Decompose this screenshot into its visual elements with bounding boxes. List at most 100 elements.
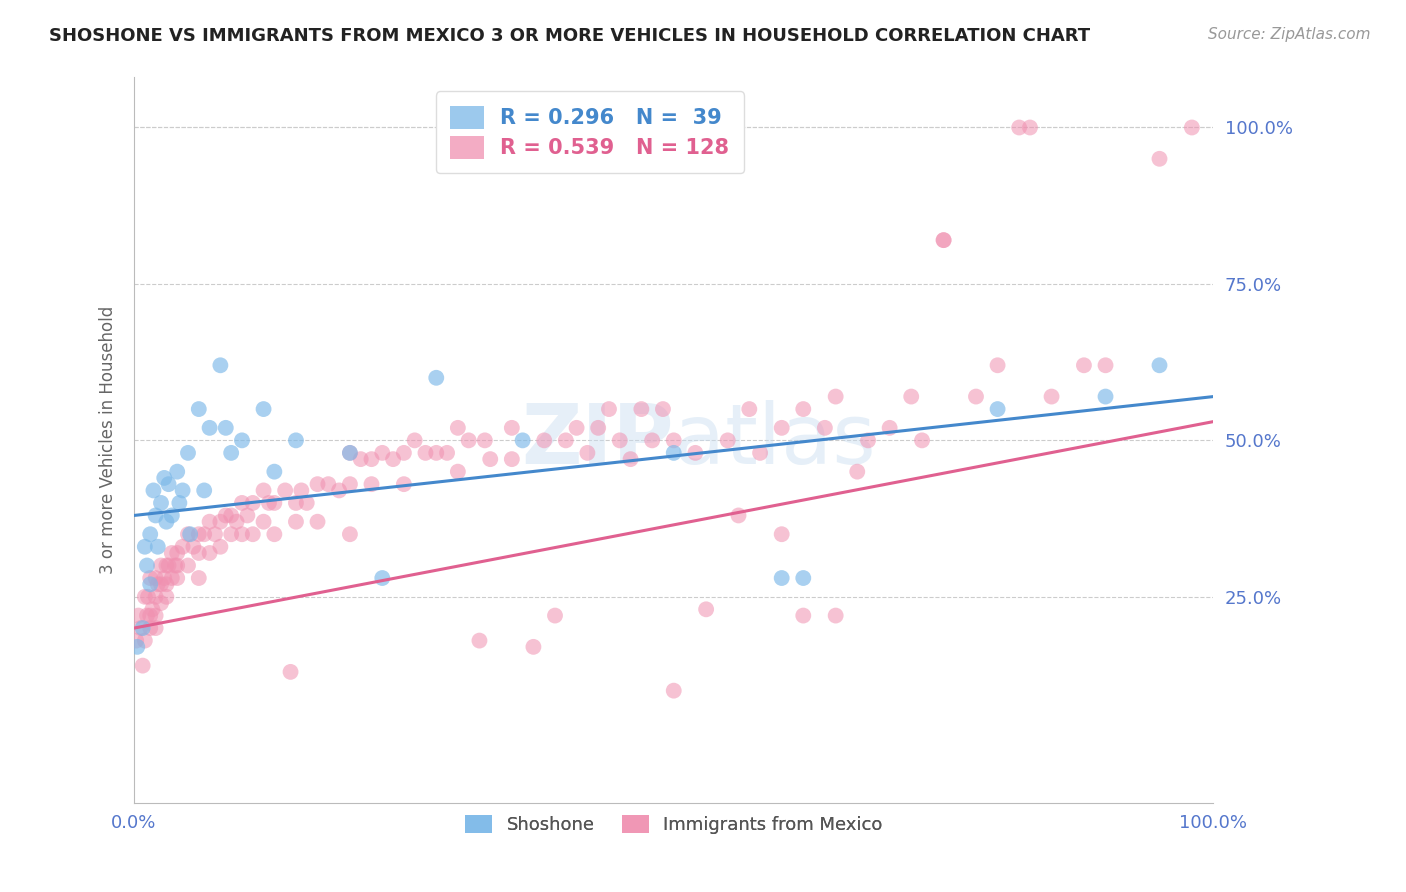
Point xyxy=(598,402,620,417)
Point xyxy=(231,434,253,448)
Point xyxy=(695,602,717,616)
Text: ZIP: ZIP xyxy=(522,400,673,481)
Point xyxy=(198,515,221,529)
Point xyxy=(150,496,173,510)
Point xyxy=(749,446,772,460)
Point xyxy=(187,402,209,417)
Point xyxy=(131,621,153,635)
Point xyxy=(824,608,846,623)
Point xyxy=(371,446,394,460)
Point xyxy=(382,452,405,467)
Point xyxy=(187,571,209,585)
Point xyxy=(932,233,955,247)
Point xyxy=(139,527,162,541)
Point xyxy=(145,608,167,623)
Point xyxy=(1094,359,1116,373)
Point xyxy=(252,483,274,498)
Point xyxy=(284,496,307,510)
Point xyxy=(814,421,837,435)
Point xyxy=(770,421,793,435)
Point xyxy=(263,527,285,541)
Point xyxy=(554,434,576,448)
Point xyxy=(127,608,149,623)
Point xyxy=(987,359,1010,373)
Point xyxy=(1094,390,1116,404)
Point xyxy=(619,452,641,467)
Point xyxy=(662,683,685,698)
Point xyxy=(339,446,361,460)
Point xyxy=(932,233,955,247)
Point xyxy=(307,477,329,491)
Point xyxy=(501,421,523,435)
Point xyxy=(145,508,167,523)
Point xyxy=(136,608,159,623)
Point xyxy=(139,608,162,623)
Text: atlas: atlas xyxy=(673,400,876,481)
Point xyxy=(1149,359,1171,373)
Text: SHOSHONE VS IMMIGRANTS FROM MEXICO 3 OR MORE VEHICLES IN HOUSEHOLD CORRELATION C: SHOSHONE VS IMMIGRANTS FROM MEXICO 3 OR … xyxy=(49,27,1090,45)
Point xyxy=(153,471,176,485)
Point xyxy=(157,477,180,491)
Point xyxy=(425,446,447,460)
Point xyxy=(717,434,740,448)
Point xyxy=(146,577,169,591)
Point xyxy=(169,496,191,510)
Point xyxy=(209,540,232,554)
Point xyxy=(163,558,186,573)
Point xyxy=(252,402,274,417)
Point xyxy=(150,577,173,591)
Point xyxy=(824,390,846,404)
Point xyxy=(187,546,209,560)
Point xyxy=(307,515,329,529)
Point xyxy=(630,402,652,417)
Point xyxy=(1181,120,1204,135)
Point xyxy=(134,590,156,604)
Point xyxy=(474,434,496,448)
Point xyxy=(479,452,502,467)
Point xyxy=(153,571,176,585)
Point xyxy=(846,465,869,479)
Point xyxy=(139,577,162,591)
Point xyxy=(131,658,153,673)
Point xyxy=(360,477,382,491)
Point xyxy=(204,527,226,541)
Point xyxy=(166,546,188,560)
Point xyxy=(609,434,631,448)
Point xyxy=(280,665,302,679)
Point xyxy=(231,496,253,510)
Point xyxy=(987,402,1010,417)
Point xyxy=(274,483,297,498)
Point xyxy=(284,515,307,529)
Point xyxy=(219,446,242,460)
Point xyxy=(179,527,201,541)
Point xyxy=(350,452,373,467)
Point xyxy=(770,571,793,585)
Point xyxy=(512,434,534,448)
Point xyxy=(339,477,361,491)
Point xyxy=(586,421,609,435)
Point xyxy=(425,371,447,385)
Point xyxy=(134,540,156,554)
Point xyxy=(183,540,205,554)
Point xyxy=(738,402,761,417)
Point xyxy=(339,446,361,460)
Point xyxy=(662,434,685,448)
Point xyxy=(1040,390,1063,404)
Point xyxy=(134,633,156,648)
Point xyxy=(141,602,163,616)
Point xyxy=(155,590,177,604)
Point xyxy=(392,477,415,491)
Point xyxy=(522,640,544,654)
Point xyxy=(468,633,491,648)
Point xyxy=(139,571,162,585)
Point xyxy=(792,402,814,417)
Point xyxy=(172,540,194,554)
Y-axis label: 3 or more Vehicles in Household: 3 or more Vehicles in Household xyxy=(100,306,117,574)
Point xyxy=(792,608,814,623)
Point xyxy=(157,558,180,573)
Point xyxy=(231,527,253,541)
Point xyxy=(727,508,749,523)
Point xyxy=(415,446,437,460)
Point xyxy=(290,483,312,498)
Point xyxy=(576,446,599,460)
